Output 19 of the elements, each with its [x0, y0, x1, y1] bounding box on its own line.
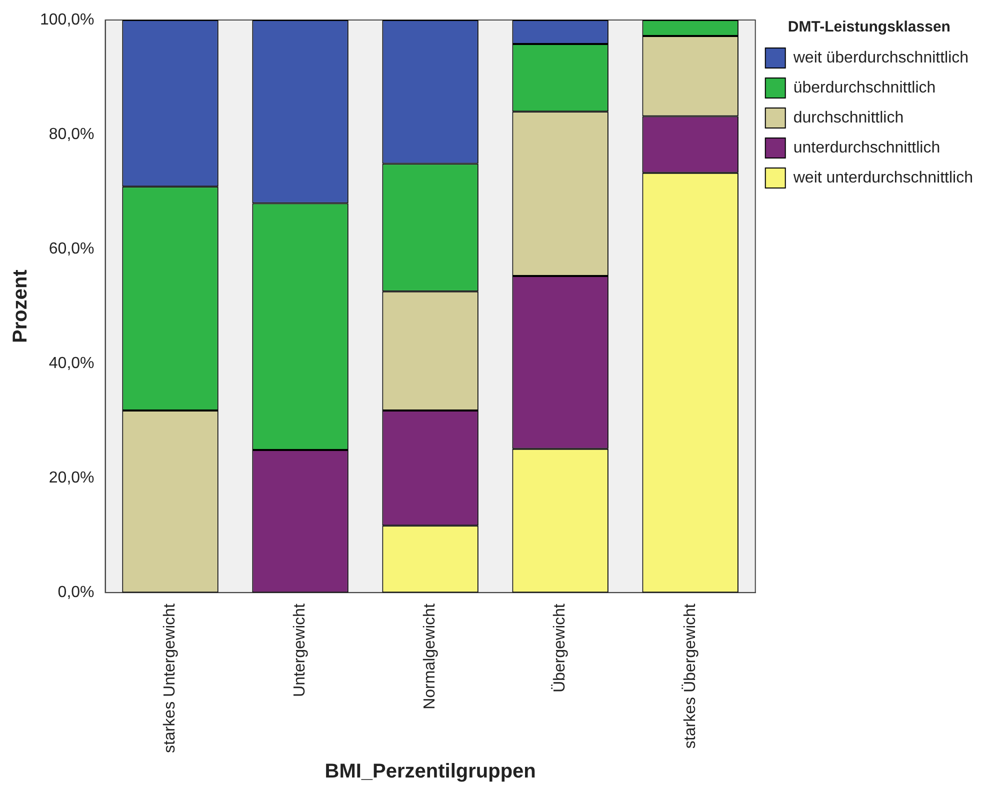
x-axis-title: BMI_Perzentilgruppen — [324, 760, 536, 783]
x-tick-label: Übergewicht — [550, 603, 569, 693]
legend-label: überdurchschnittlich — [793, 79, 936, 96]
legend-title: DMT-Leistungsklassen — [788, 18, 950, 36]
legend-label: weit überdurchschnittlich — [792, 49, 969, 66]
x-tick-label: Normalgewicht — [422, 603, 439, 710]
legend-label: unterdurchschnittlich — [793, 139, 940, 156]
legend-label: weit unterdurchschnittlich — [792, 169, 973, 186]
y-tick-label: 20,0% — [48, 469, 94, 486]
y-tick-label: 0,0% — [58, 584, 94, 602]
y-axis-title: Prozent — [10, 269, 32, 343]
y-tick-label: 60,0% — [48, 240, 94, 258]
x-tick-label: starkes Untergewicht — [162, 603, 179, 753]
y-tick-label: 40,0% — [48, 354, 94, 372]
x-tick-label: starkes Übergewicht — [680, 603, 699, 749]
y-tick-label: 80,0% — [48, 126, 94, 143]
x-tick-label: Untergewicht — [292, 603, 309, 697]
y-tick-label: 100,0% — [40, 11, 94, 28]
legend-label: durchschnittlich — [793, 109, 904, 126]
